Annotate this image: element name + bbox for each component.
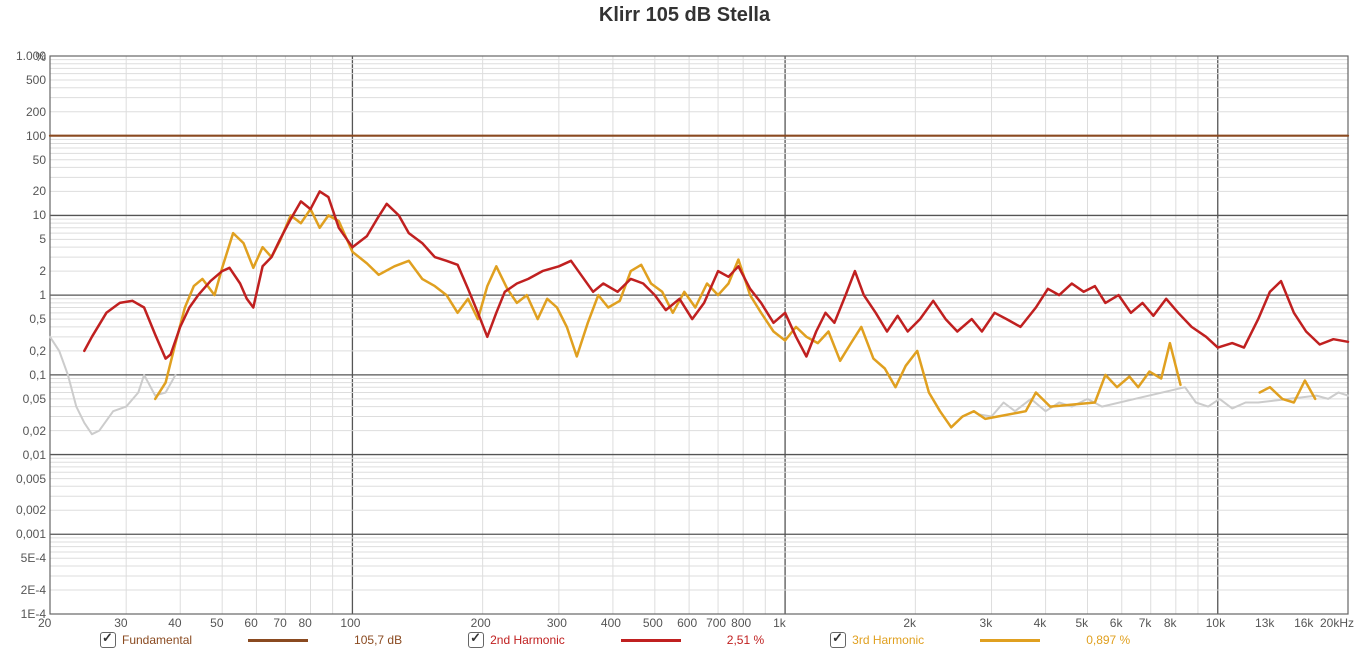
y-tick-label: 50 bbox=[33, 153, 46, 167]
y-tick-label: 1 bbox=[39, 288, 46, 302]
legend-value-h3: 0,897 % bbox=[1086, 633, 1130, 647]
legend-label-fundamental: Fundamental bbox=[122, 633, 192, 647]
y-tick-label: 500 bbox=[26, 73, 46, 87]
legend-swatch-h2 bbox=[621, 639, 681, 642]
y-tick-label: 0,05 bbox=[23, 392, 46, 406]
x-tick-label: 400 bbox=[601, 616, 621, 630]
legend-label-h2: 2nd Harmonic bbox=[490, 633, 565, 647]
y-tick-label: 0,2 bbox=[29, 344, 46, 358]
x-tick-label: 20 bbox=[38, 616, 51, 630]
x-tick-label: 700 bbox=[706, 616, 726, 630]
y-tick-label: 0,02 bbox=[23, 424, 46, 438]
y-tick-label: 0,1 bbox=[29, 368, 46, 382]
y-tick-label: 0,002 bbox=[16, 503, 46, 517]
y-tick-label: 100 bbox=[26, 129, 46, 143]
y-axis-unit: % bbox=[35, 50, 46, 64]
x-tick-label: 50 bbox=[210, 616, 223, 630]
chart-legend: Fundamental 105,7 dB 2nd Harmonic 2,51 % 3rd… bbox=[100, 630, 1300, 650]
legend-value-fundamental: 105,7 dB bbox=[354, 633, 402, 647]
x-axis-unit: 20kHz bbox=[1320, 616, 1354, 630]
x-tick-label: 500 bbox=[643, 616, 663, 630]
x-tick-label: 5k bbox=[1076, 616, 1089, 630]
y-tick-label: 0,01 bbox=[23, 448, 46, 462]
x-tick-label: 60 bbox=[244, 616, 257, 630]
x-tick-label: 1k bbox=[773, 616, 786, 630]
x-tick-label: 40 bbox=[168, 616, 181, 630]
x-tick-label: 3k bbox=[980, 616, 993, 630]
legend-checkbox-h2[interactable] bbox=[468, 632, 484, 648]
x-tick-label: 6k bbox=[1110, 616, 1123, 630]
x-tick-label: 70 bbox=[273, 616, 286, 630]
x-tick-label: 30 bbox=[114, 616, 127, 630]
y-tick-label: 0,005 bbox=[16, 472, 46, 486]
y-tick-label: 0,001 bbox=[16, 527, 46, 541]
y-tick-label: 2 bbox=[39, 264, 46, 278]
x-tick-label: 4k bbox=[1034, 616, 1047, 630]
y-tick-label: 2E-4 bbox=[21, 583, 46, 597]
y-tick-label: 5 bbox=[39, 232, 46, 246]
legend-swatch-fundamental bbox=[248, 639, 308, 642]
x-tick-label: 10k bbox=[1206, 616, 1225, 630]
x-tick-label: 300 bbox=[547, 616, 567, 630]
x-tick-label: 7k bbox=[1139, 616, 1152, 630]
distortion-chart bbox=[0, 0, 1369, 658]
x-tick-label: 600 bbox=[677, 616, 697, 630]
y-tick-label: 0,5 bbox=[29, 312, 46, 326]
x-tick-label: 200 bbox=[471, 616, 491, 630]
x-tick-label: 2k bbox=[903, 616, 916, 630]
x-tick-label: 800 bbox=[731, 616, 751, 630]
legend-swatch-h3 bbox=[980, 639, 1040, 642]
x-tick-label: 8k bbox=[1164, 616, 1177, 630]
x-tick-label: 16k bbox=[1294, 616, 1313, 630]
y-tick-label: 5E-4 bbox=[21, 551, 46, 565]
legend-checkbox-fundamental[interactable] bbox=[100, 632, 116, 648]
legend-checkbox-h3[interactable] bbox=[830, 632, 846, 648]
legend-label-h3: 3rd Harmonic bbox=[852, 633, 924, 647]
y-tick-label: 20 bbox=[33, 184, 46, 198]
y-tick-label: 10 bbox=[33, 208, 46, 222]
x-tick-label: 100 bbox=[340, 616, 360, 630]
x-tick-label: 80 bbox=[298, 616, 311, 630]
y-tick-label: 200 bbox=[26, 105, 46, 119]
legend-value-h2: 2,51 % bbox=[727, 633, 764, 647]
x-tick-label: 13k bbox=[1255, 616, 1274, 630]
